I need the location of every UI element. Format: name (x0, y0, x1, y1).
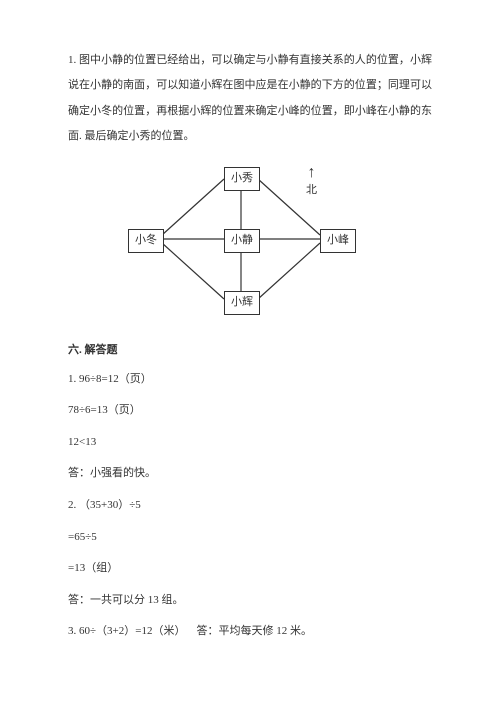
node-xiu: 小秀 (224, 167, 260, 190)
answer-line: 答：一共可以分 13 组。 (68, 592, 432, 610)
answer-line: 78÷6=13（页） (68, 402, 432, 420)
answer-line: 1. 96÷8=12（页） (68, 371, 432, 389)
problem-intro: 1. 图中小静的位置已经给出，可以确定与小静有直接关系的人的位置，小辉说在小静的… (68, 48, 432, 149)
node-jing: 小静 (224, 229, 260, 252)
answer-line: 2. （35+30）÷5 (68, 497, 432, 515)
section-title: 六. 解答题 (68, 343, 432, 358)
diagram-container: 小秀 小静 小辉 小冬 小峰 ↑ 北 (68, 163, 432, 323)
north-indicator: ↑ 北 (306, 165, 317, 198)
answer-line: 3. 60÷（3+2）=12（米） 答：平均每天修 12 米。 (68, 623, 432, 641)
node-feng: 小峰 (320, 229, 356, 252)
answer-line: 12<13 (68, 434, 432, 452)
node-dong: 小冬 (128, 229, 164, 252)
answer-line: =13（组） (68, 560, 432, 578)
north-label: 北 (306, 183, 317, 198)
node-hui: 小辉 (224, 291, 260, 314)
north-arrow-icon: ↑ (308, 165, 316, 181)
answers-block: 1. 96÷8=12（页） 78÷6=13（页） 12<13 答：小强看的快。 2. （… (68, 371, 432, 641)
position-diagram: 小秀 小静 小辉 小冬 小峰 ↑ 北 (120, 163, 380, 323)
answer-line: =65÷5 (68, 529, 432, 547)
answer-line: 答：小强看的快。 (68, 465, 432, 483)
